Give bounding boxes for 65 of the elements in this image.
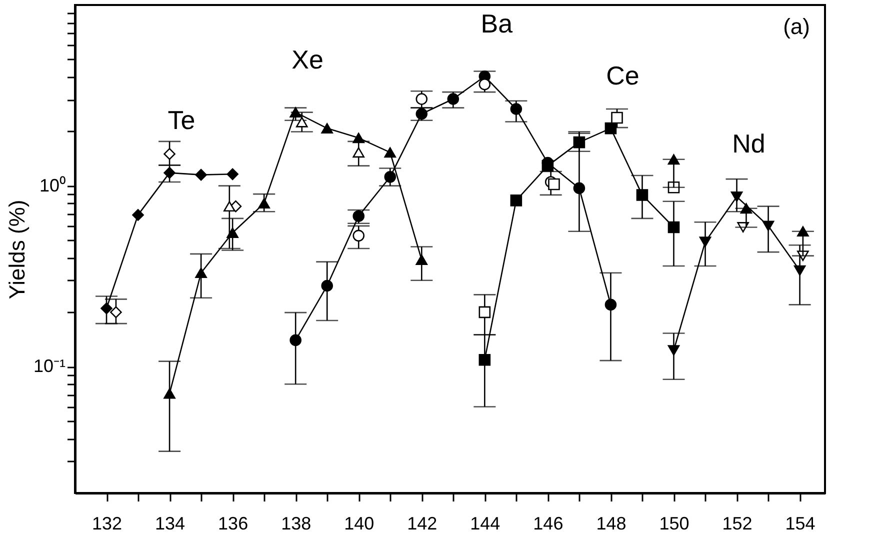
point <box>352 147 365 158</box>
point <box>510 194 522 206</box>
point <box>573 182 586 194</box>
y-tick-label: 10⁰ <box>39 175 66 196</box>
point <box>384 147 396 158</box>
point <box>542 160 554 172</box>
point <box>478 306 491 318</box>
x-tick-label: 152 <box>722 514 752 534</box>
series-label: Ba <box>480 8 514 38</box>
series-label: Xe <box>292 44 324 74</box>
x-tick-label: 150 <box>659 514 690 534</box>
point <box>510 103 522 115</box>
point <box>352 230 365 242</box>
point <box>730 192 743 202</box>
x-tick-label: 138 <box>281 514 312 534</box>
x-tick-label: 136 <box>218 514 248 534</box>
point <box>258 198 270 209</box>
x-tick-label: 134 <box>155 514 186 534</box>
point <box>797 226 809 237</box>
x-tick-label: 142 <box>407 514 438 534</box>
point <box>668 221 680 234</box>
point <box>224 201 236 212</box>
point <box>132 209 144 221</box>
y-tick-label: 10⁻¹ <box>33 356 66 376</box>
x-tick-label: 148 <box>596 514 626 534</box>
point <box>447 93 460 105</box>
point <box>195 168 207 181</box>
point <box>573 136 586 148</box>
point <box>296 116 308 128</box>
point <box>740 203 752 214</box>
y-axis-title: Yields (%) <box>4 200 30 300</box>
point <box>384 171 396 183</box>
point <box>636 189 648 201</box>
series-label: Nd <box>732 128 766 159</box>
point <box>416 254 428 265</box>
point <box>195 268 207 278</box>
point <box>548 178 560 190</box>
point <box>416 93 428 105</box>
annotation: (a) <box>783 14 810 39</box>
series-label: Ce <box>606 60 640 90</box>
series-label: Te <box>168 104 196 135</box>
point <box>164 388 176 399</box>
point <box>226 228 238 238</box>
point <box>604 298 617 311</box>
point <box>699 236 712 248</box>
point <box>668 345 680 356</box>
x-tick-label: 146 <box>533 514 564 534</box>
point <box>668 154 680 165</box>
point <box>478 354 491 366</box>
point <box>611 112 623 124</box>
point <box>762 220 774 232</box>
x-tick-label: 132 <box>92 514 122 534</box>
point <box>321 280 333 292</box>
x-tick-label: 144 <box>470 514 500 534</box>
point <box>290 334 302 346</box>
x-tick-label: 140 <box>344 514 374 534</box>
point <box>100 302 112 314</box>
point <box>110 306 122 318</box>
point <box>794 265 806 276</box>
x-tick-label: 154 <box>785 514 816 534</box>
point <box>478 78 491 90</box>
point <box>164 166 176 179</box>
point <box>321 123 333 134</box>
point <box>164 148 176 160</box>
point <box>226 168 238 180</box>
